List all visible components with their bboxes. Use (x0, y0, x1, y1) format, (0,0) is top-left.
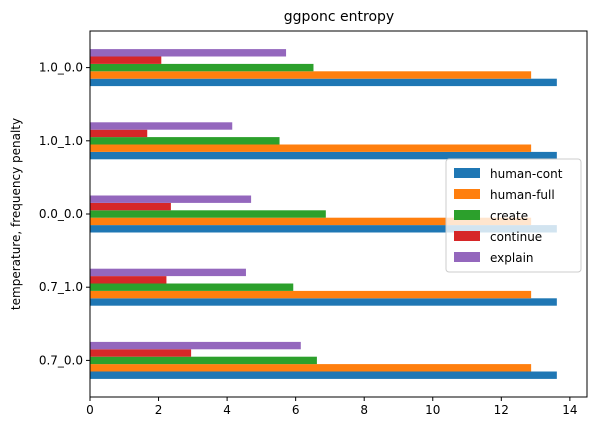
bar-continue-0-0-0-0 (90, 202, 171, 211)
x-tick-label: 14 (562, 403, 577, 417)
y-tick-label: 1.0_0.0 (39, 61, 83, 75)
x-tick-label: 0 (86, 403, 94, 417)
bar-continue-0-7-0-0 (90, 349, 192, 357)
bar-explain-1-0-1-0 (90, 122, 233, 130)
bar-create-0-0-0-0 (90, 210, 326, 218)
bar-human-cont-1-0-1-0 (90, 151, 557, 160)
bar-create-0-7-1-0 (90, 283, 294, 291)
legend-swatch-human-full (454, 189, 480, 199)
y-axis: 0.7_0.0 0.7_1.0 0.0_0.0 1.0_1.0 1.0_0.0 (39, 61, 90, 367)
x-tick-label: 10 (425, 403, 440, 417)
bar-create-1-0-0-0 (90, 63, 314, 72)
bar-human-cont-0-0-0-0 (90, 225, 557, 233)
legend-label-create: create (490, 209, 528, 223)
y-tick-label: 0.0_0.0 (39, 207, 83, 221)
bar-explain-0-0-0-0 (90, 195, 252, 203)
bar-human-cont-0-7-0-0 (90, 371, 557, 379)
bar-explain-0-7-0-0 (90, 341, 301, 350)
bar-explain-0-7-1-0 (90, 268, 246, 277)
legend: human-cont human-full create continue explai… (445, 158, 582, 273)
bar-continue-1-0-1-0 (90, 129, 148, 138)
chart-title: ggponc entropy (284, 9, 394, 25)
legend-label-explain: explain (490, 251, 534, 265)
bar-human-full-0-7-1-0 (90, 290, 532, 299)
bar-human-full-1-0-1-0 (90, 144, 532, 152)
legend-label-human-cont: human-cont (490, 167, 563, 181)
bar-create-1-0-1-0 (90, 137, 280, 145)
x-axis: 0 2 4 6 8 10 12 14 (86, 397, 578, 417)
bar-human-full-0-7-0-0 (90, 364, 532, 372)
legend-swatch-explain (454, 252, 480, 262)
legend-label-human-full: human-full (490, 188, 555, 202)
y-tick-label: 0.7_0.0 (39, 353, 83, 367)
y-tick-label: 0.7_1.0 (39, 280, 83, 294)
bar-human-cont-0-7-1-0 (90, 298, 557, 306)
legend-label-continue: continue (490, 230, 542, 244)
bar-human-cont-1-0-0-0 (90, 78, 557, 87)
x-tick-label: 8 (360, 403, 368, 417)
bar-human-full-0-0-0-0 (90, 217, 532, 226)
bar-continue-0-7-1-0 (90, 276, 167, 284)
bar-explain-1-0-0-0 (90, 49, 287, 57)
legend-swatch-create (454, 210, 480, 220)
bar-human-full-1-0-0-0 (90, 71, 532, 79)
bar-create-0-7-0-0 (90, 356, 317, 365)
legend-swatch-human-cont (454, 168, 480, 178)
bar-continue-1-0-0-0 (90, 56, 162, 64)
legend-box (445, 158, 582, 273)
x-tick-label: 6 (292, 403, 300, 417)
y-axis-label: temperature, frequency penalty (9, 118, 23, 310)
legend-swatch-continue (454, 231, 480, 241)
bars-group (90, 49, 557, 379)
x-tick-label: 4 (223, 403, 231, 417)
y-tick-label: 1.0_1.0 (39, 134, 83, 148)
x-tick-label: 12 (494, 403, 509, 417)
x-tick-label: 2 (155, 403, 163, 417)
